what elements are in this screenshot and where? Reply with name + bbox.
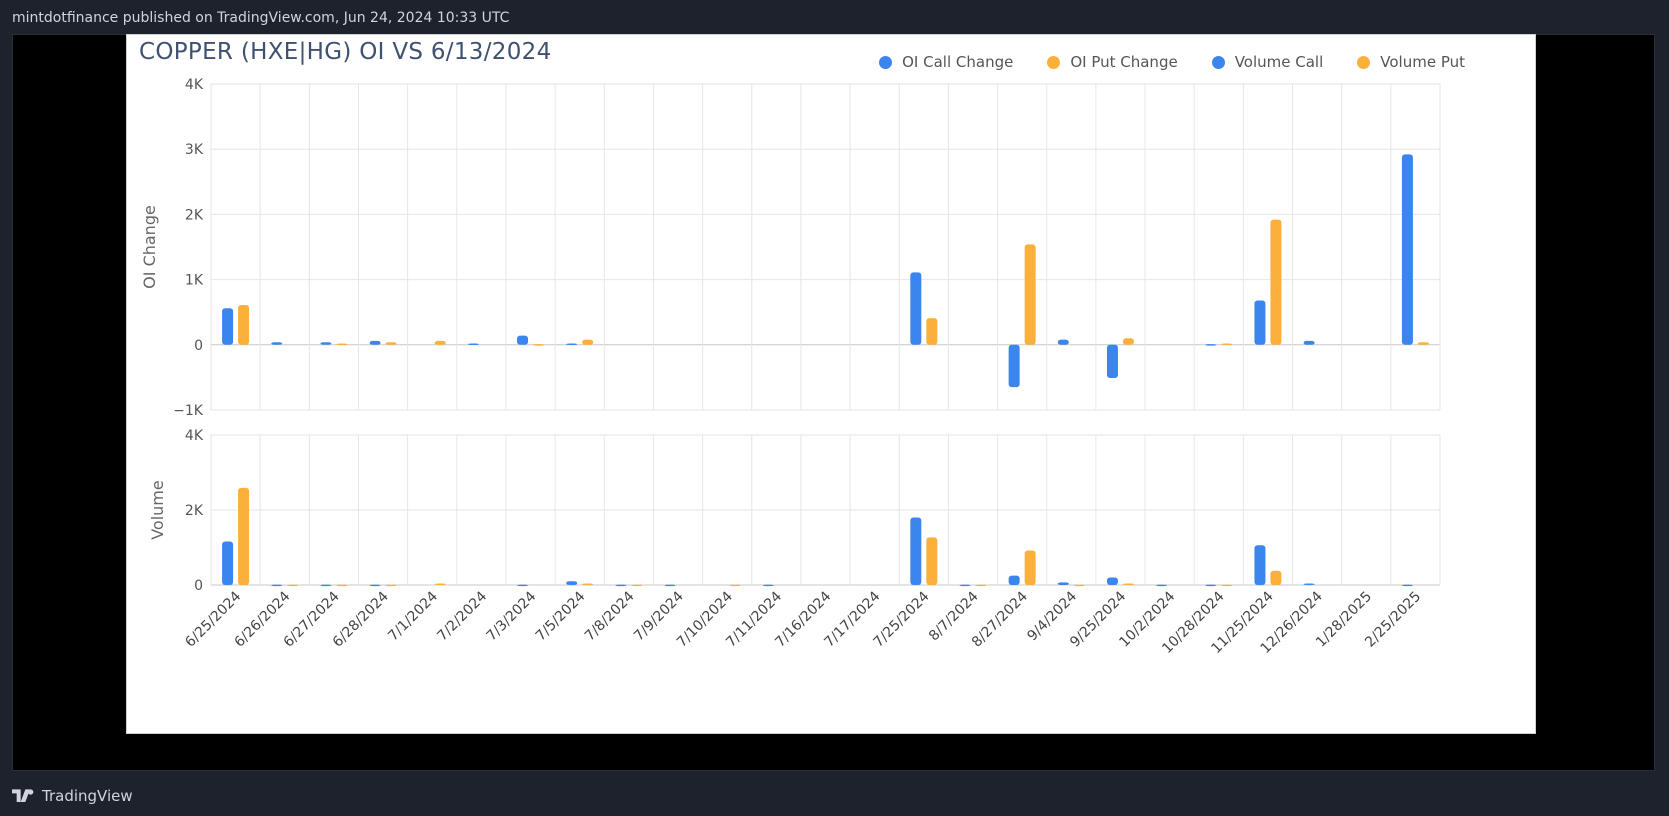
bar	[1073, 584, 1085, 587]
x-tick-label: 7/2/2024	[434, 588, 490, 644]
x-tick-label: 7/1/2024	[385, 588, 441, 644]
bar	[222, 308, 234, 345]
bar	[1008, 344, 1020, 388]
bar	[517, 335, 529, 345]
bar	[1106, 344, 1118, 379]
bar	[1401, 584, 1413, 587]
bar	[1156, 584, 1168, 587]
bar	[566, 343, 578, 345]
bar	[533, 344, 545, 346]
y-tick-label: 4K	[185, 77, 204, 93]
bar	[320, 342, 332, 345]
bar	[1205, 584, 1217, 587]
chart-panel: COPPER (HXE|HG) OI VS 6/13/2024 OI Call …	[126, 34, 1536, 734]
legend-dot-call	[1211, 55, 1225, 69]
footer-brand: TradingView	[12, 787, 133, 805]
bar	[1221, 343, 1233, 345]
bar	[1270, 219, 1282, 345]
x-tick-label: 7/8/2024	[582, 588, 638, 644]
bar	[1254, 545, 1266, 585]
y-tick-label: 0	[194, 338, 203, 354]
bar	[615, 584, 627, 587]
bar	[926, 537, 938, 585]
chart-title: COPPER (HXE|HG) OI VS 6/13/2024	[139, 39, 552, 65]
legend-label: OI Call Change	[902, 53, 1014, 71]
bar	[1254, 300, 1266, 345]
y-tick-label: 0	[194, 578, 203, 594]
x-tick-label: 7/5/2024	[533, 588, 589, 644]
bar	[369, 584, 381, 587]
bar	[1205, 344, 1217, 346]
bar	[1122, 583, 1134, 585]
legend-item-oi-call[interactable]: OI Call Change	[879, 53, 1013, 71]
bar	[1024, 244, 1036, 345]
y-tick-label: 2K	[185, 503, 204, 519]
legend-dot-put	[1047, 55, 1061, 69]
y-tick-label: −1K	[173, 403, 204, 419]
bar	[336, 343, 348, 345]
legend-dot-put	[1357, 55, 1371, 69]
bar	[582, 339, 594, 345]
y-axis-label: OI Change	[140, 205, 159, 289]
bar	[238, 487, 250, 585]
bar	[1057, 582, 1069, 585]
chart-legend: OI Call Change OI Put Change Volume Call…	[879, 53, 1465, 71]
bar	[385, 584, 397, 587]
bar	[910, 272, 922, 345]
legend-dot-call	[879, 55, 893, 69]
legend-label: Volume Put	[1380, 53, 1465, 71]
footer-brand-label: TradingView	[42, 787, 133, 805]
bar	[517, 584, 529, 587]
bar	[238, 305, 250, 345]
legend-item-volume-call[interactable]: Volume Call	[1211, 53, 1324, 71]
y-tick-label: 4K	[185, 428, 204, 444]
tradingview-logo-icon	[12, 789, 34, 802]
bar	[959, 584, 971, 587]
bar	[1417, 342, 1429, 345]
bar	[1106, 577, 1118, 585]
bar	[631, 584, 643, 587]
y-tick-label: 3K	[185, 142, 204, 158]
bar	[271, 584, 283, 587]
y-tick-label: 1K	[185, 273, 204, 289]
bar	[975, 584, 987, 587]
bar	[729, 584, 741, 587]
bar	[320, 584, 332, 587]
bar	[385, 342, 397, 345]
bar	[566, 581, 578, 585]
y-tick-label: 2K	[185, 207, 204, 223]
legend-label: Volume Call	[1234, 53, 1324, 71]
x-tick-label: 7/3/2024	[484, 588, 540, 644]
bar	[1401, 154, 1413, 345]
legend-label: OI Put Change	[1070, 53, 1178, 71]
bar	[1024, 550, 1036, 585]
y-axis-label: Volume	[148, 480, 167, 540]
bar	[1057, 339, 1069, 345]
bar	[369, 340, 381, 345]
bar	[582, 583, 594, 585]
bar	[271, 342, 283, 345]
bar	[336, 584, 348, 587]
legend-item-volume-put[interactable]: Volume Put	[1357, 53, 1465, 71]
bar	[467, 343, 479, 345]
bar	[1008, 575, 1020, 585]
bar	[434, 340, 446, 345]
bar	[1303, 583, 1315, 585]
bar	[910, 517, 922, 585]
publish-info: mintdotfinance published on TradingView.…	[12, 10, 510, 26]
bar	[222, 541, 234, 585]
bar	[664, 584, 676, 587]
bar	[926, 318, 938, 345]
bar	[1270, 570, 1282, 585]
legend-item-oi-put[interactable]: OI Put Change	[1047, 53, 1178, 71]
bar	[287, 584, 299, 587]
bar	[762, 584, 774, 587]
bar	[1122, 338, 1134, 345]
bar	[434, 583, 446, 585]
bar	[1221, 584, 1233, 587]
bar	[1303, 340, 1315, 345]
